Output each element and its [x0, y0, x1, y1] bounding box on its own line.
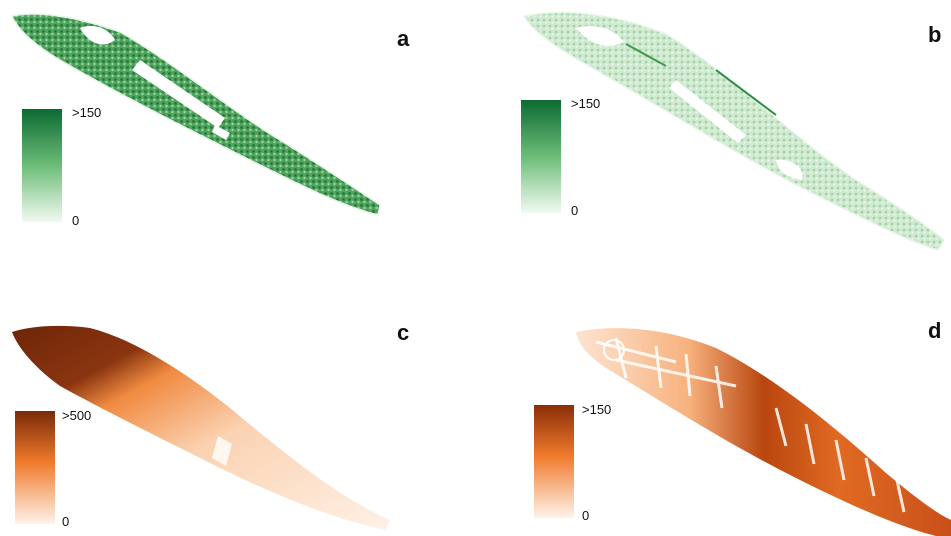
- legend-min-d: 0: [582, 508, 590, 523]
- panel-label-d: d: [928, 318, 942, 343]
- legend-colorbar-d: [534, 405, 574, 518]
- legend-max-a: >150: [72, 105, 102, 120]
- legend-min-c: 0: [62, 514, 70, 529]
- map-strip-d: [576, 328, 951, 536]
- legend-colorbar-c: [15, 411, 55, 524]
- legend-colorbar-b: [521, 100, 561, 213]
- map-panel-d: d >150 0: [476, 268, 951, 536]
- map-panel-c: c >500 0: [0, 268, 475, 536]
- legend-max-b: >150: [571, 96, 601, 111]
- legend-min-a: 0: [72, 213, 80, 228]
- panel-label-b: b: [928, 22, 942, 47]
- map-strip-b: [522, 11, 945, 251]
- legend-max-d: >150: [582, 402, 612, 417]
- map-strip-a: [10, 13, 381, 216]
- map-panel-a: a >150 0: [0, 0, 475, 268]
- map-strip-c: [12, 325, 390, 530]
- panel-label-a: a: [397, 26, 410, 51]
- legend-max-c: >500: [62, 408, 92, 423]
- panel-label-c: c: [397, 320, 410, 345]
- legend-min-b: 0: [571, 203, 579, 218]
- legend-colorbar-a: [22, 109, 62, 222]
- map-panel-b: b >150 0: [476, 0, 951, 268]
